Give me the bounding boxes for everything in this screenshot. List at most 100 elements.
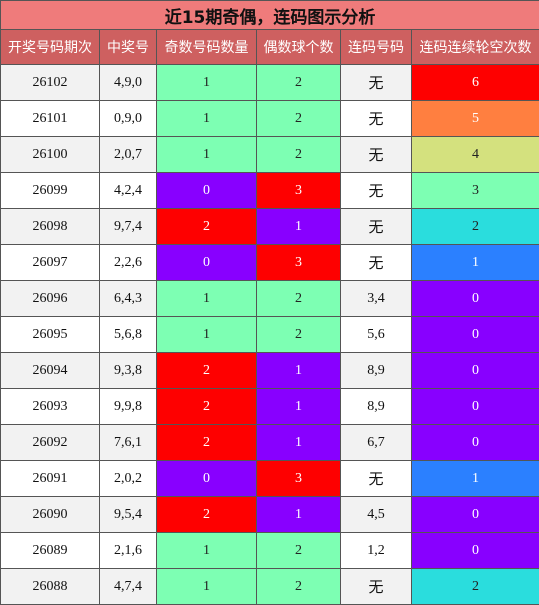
issue-cell: 26102 xyxy=(1,65,100,101)
issue-cell: 26097 xyxy=(1,245,100,281)
consecutive-cell: 1,2 xyxy=(341,533,412,569)
gap-cell: 6 xyxy=(412,65,539,101)
consecutive-cell: 无 xyxy=(341,173,412,209)
even-count-cell: 3 xyxy=(257,173,341,209)
issue-cell: 26095 xyxy=(1,317,100,353)
issue-cell: 26090 xyxy=(1,497,100,533)
gap-cell: 0 xyxy=(412,533,539,569)
column-header-gap: 连码连续轮空次数 xyxy=(412,30,539,65)
consecutive-cell: 无 xyxy=(341,137,412,173)
consecutive-cell: 无 xyxy=(341,209,412,245)
even-count-cell: 2 xyxy=(257,533,341,569)
consecutive-cell: 无 xyxy=(341,461,412,497)
consecutive-cell: 4,5 xyxy=(341,497,412,533)
column-header-consecutive: 连码号码 xyxy=(341,30,412,65)
issue-cell: 26089 xyxy=(1,533,100,569)
numbers-cell: 4,7,4 xyxy=(100,569,157,605)
numbers-cell: 0,9,0 xyxy=(100,101,157,137)
gap-cell: 0 xyxy=(412,353,539,389)
odd-count-cell: 1 xyxy=(157,317,257,353)
numbers-cell: 7,6,1 xyxy=(100,425,157,461)
even-count-cell: 2 xyxy=(257,101,341,137)
numbers-cell: 2,2,6 xyxy=(100,245,157,281)
consecutive-cell: 无 xyxy=(341,569,412,605)
even-count-cell: 1 xyxy=(257,497,341,533)
gap-cell: 3 xyxy=(412,173,539,209)
numbers-cell: 4,9,0 xyxy=(100,65,157,101)
odd-count-cell: 0 xyxy=(157,245,257,281)
issue-cell: 26100 xyxy=(1,137,100,173)
issue-cell: 26099 xyxy=(1,173,100,209)
consecutive-cell: 6,7 xyxy=(341,425,412,461)
odd-count-cell: 2 xyxy=(157,425,257,461)
consecutive-cell: 无 xyxy=(341,65,412,101)
gap-cell: 0 xyxy=(412,281,539,317)
numbers-cell: 6,4,3 xyxy=(100,281,157,317)
page: 近15期奇偶，连码图示分析 开奖号码期次 中奖号 奇数号码数量 偶数球个数 连码… xyxy=(0,0,539,591)
odd-count-cell: 2 xyxy=(157,497,257,533)
consecutive-cell: 8,9 xyxy=(341,353,412,389)
numbers-cell: 2,1,6 xyxy=(100,533,157,569)
even-count-cell: 2 xyxy=(257,317,341,353)
even-count-cell: 2 xyxy=(257,137,341,173)
gap-cell: 1 xyxy=(412,245,539,281)
issue-cell: 26092 xyxy=(1,425,100,461)
column-header-numbers: 中奖号 xyxy=(100,30,157,65)
consecutive-cell: 5,6 xyxy=(341,317,412,353)
numbers-cell: 9,9,8 xyxy=(100,389,157,425)
issue-cell: 26101 xyxy=(1,101,100,137)
gap-cell: 5 xyxy=(412,101,539,137)
gap-cell: 4 xyxy=(412,137,539,173)
numbers-cell: 4,2,4 xyxy=(100,173,157,209)
issue-cell: 26098 xyxy=(1,209,100,245)
even-count-cell: 2 xyxy=(257,569,341,605)
odd-count-cell: 1 xyxy=(157,101,257,137)
numbers-cell: 2,0,7 xyxy=(100,137,157,173)
odd-count-cell: 1 xyxy=(157,65,257,101)
numbers-cell: 9,5,4 xyxy=(100,497,157,533)
issue-cell: 26091 xyxy=(1,461,100,497)
even-count-cell: 1 xyxy=(257,389,341,425)
gap-cell: 1 xyxy=(412,461,539,497)
table-title: 近15期奇偶，连码图示分析 xyxy=(1,1,539,30)
header-row: 开奖号码期次 中奖号 奇数号码数量 偶数球个数 连码号码 连码连续轮空次数 xyxy=(1,30,539,65)
odd-count-cell: 2 xyxy=(157,353,257,389)
even-count-cell: 3 xyxy=(257,245,341,281)
issue-cell: 26088 xyxy=(1,569,100,605)
gap-cell: 2 xyxy=(412,569,539,605)
issue-cell: 26094 xyxy=(1,353,100,389)
numbers-cell: 2,0,2 xyxy=(100,461,157,497)
numbers-cell: 9,3,8 xyxy=(100,353,157,389)
odd-count-cell: 1 xyxy=(157,533,257,569)
consecutive-cell: 3,4 xyxy=(341,281,412,317)
column-header-odd-count: 奇数号码数量 xyxy=(157,30,257,65)
issue-cell: 26093 xyxy=(1,389,100,425)
issue-cell: 26096 xyxy=(1,281,100,317)
consecutive-cell: 无 xyxy=(341,245,412,281)
even-count-cell: 3 xyxy=(257,461,341,497)
even-count-cell: 1 xyxy=(257,353,341,389)
odd-count-cell: 0 xyxy=(157,173,257,209)
gap-cell: 0 xyxy=(412,425,539,461)
even-count-cell: 2 xyxy=(257,65,341,101)
odd-count-cell: 2 xyxy=(157,389,257,425)
odd-count-cell: 1 xyxy=(157,281,257,317)
consecutive-cell: 无 xyxy=(341,101,412,137)
odd-count-cell: 1 xyxy=(157,569,257,605)
gap-cell: 0 xyxy=(412,497,539,533)
